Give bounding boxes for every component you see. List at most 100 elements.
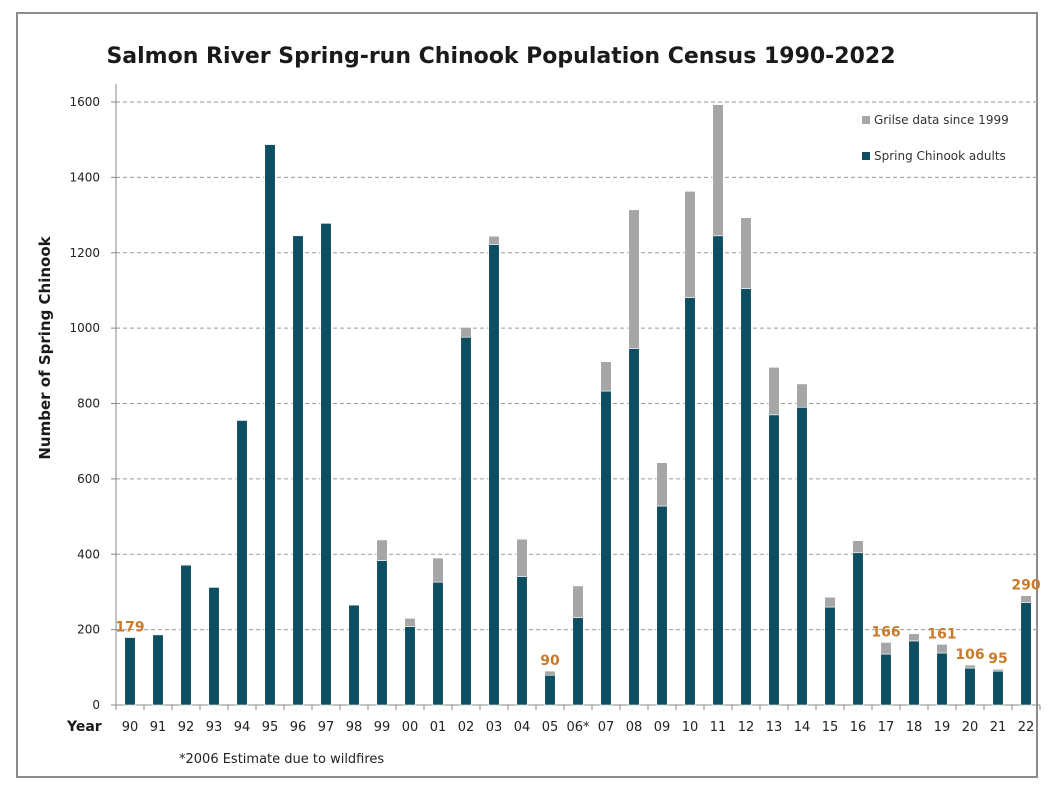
y-tick-label-1600: 1600: [69, 95, 100, 109]
bar-grilse-99: [376, 539, 388, 561]
bar-grilse-09: [656, 462, 668, 507]
y-tick-label-1000: 1000: [69, 321, 100, 335]
bar-adults-10: [684, 297, 696, 706]
x-tick-label-10: 10: [682, 720, 699, 735]
bar-grilse-08: [628, 209, 640, 349]
x-tick-label-07: 07: [598, 720, 615, 735]
bar-grilse-11: [712, 104, 724, 237]
x-tick-label-92: 92: [178, 720, 195, 735]
bar-grilse-21: [992, 668, 1004, 672]
bar-adults-14: [796, 406, 808, 706]
bar-grilse-17: [880, 642, 892, 655]
bar-grilse-12: [740, 217, 752, 289]
bar-adults-02: [460, 336, 472, 706]
x-tick-label-06: 06*: [566, 720, 590, 735]
bar-grilse-02: [460, 327, 472, 338]
bar-grilse-05: [544, 670, 556, 676]
x-tick-label-01: 01: [430, 720, 447, 735]
bar-grilse-06: [572, 585, 584, 618]
x-tick-label-95: 95: [262, 720, 279, 735]
bar-adults-00: [404, 626, 416, 706]
y-tick-label-600: 600: [77, 472, 100, 486]
bar-adults-22: [1020, 602, 1032, 706]
x-tick-label-96: 96: [290, 720, 307, 735]
bar-adults-03: [488, 244, 500, 706]
data-label-19: 161: [927, 626, 956, 642]
x-tick-label-17: 17: [878, 720, 895, 735]
legend-label-grilse: Grilse data since 1999: [874, 113, 1009, 127]
legend-swatch-adults: [862, 152, 870, 160]
bar-adults-99: [376, 560, 388, 706]
x-tick-label-99: 99: [374, 720, 391, 735]
x-tick-label-93: 93: [206, 720, 223, 735]
bar-adults-05: [544, 674, 556, 706]
x-tick-label-94: 94: [234, 720, 251, 735]
x-tick-label-14: 14: [794, 720, 811, 735]
bar-grilse-10: [684, 191, 696, 298]
x-tick-label-20: 20: [962, 720, 979, 735]
bar-grilse-20: [964, 664, 976, 669]
bar-adults-13: [768, 414, 780, 706]
bar-adults-01: [432, 581, 444, 706]
bar-grilse-16: [852, 540, 864, 554]
x-tick-label-22: 22: [1018, 720, 1035, 735]
legend-swatch-grilse: [862, 116, 870, 124]
bar-grilse-14: [796, 383, 808, 408]
x-tick-label-16: 16: [850, 720, 867, 735]
x-tick-label-00: 00: [402, 720, 419, 735]
bar-adults-96: [292, 235, 304, 706]
bar-grilse-19: [936, 644, 948, 654]
x-tick-label-21: 21: [990, 720, 1007, 735]
x-tick-label-12: 12: [738, 720, 755, 735]
x-tick-label-97: 97: [318, 720, 335, 735]
bar-adults-93: [208, 587, 220, 706]
bar-grilse-01: [432, 557, 444, 583]
data-label-05: 90: [540, 653, 560, 669]
x-tick-label-15: 15: [822, 720, 839, 735]
y-tick-label-1200: 1200: [69, 246, 100, 260]
x-tick-label-03: 03: [486, 720, 503, 735]
bar-adults-92: [180, 564, 192, 706]
data-label-20: 106: [955, 647, 984, 663]
x-tick-label-98: 98: [346, 720, 363, 735]
bar-adults-08: [628, 348, 640, 706]
y-tick-label-1400: 1400: [69, 170, 100, 184]
legend-label-adults: Spring Chinook adults: [874, 149, 1006, 163]
x-axis-label: Year: [67, 719, 102, 735]
x-tick-label-13: 13: [766, 720, 783, 735]
bar-grilse-04: [516, 538, 528, 577]
data-label-21: 95: [988, 651, 1007, 667]
bar-grilse-00: [404, 618, 416, 627]
bar-adults-91: [152, 634, 164, 706]
bar-adults-19: [936, 652, 948, 706]
bar-adults-21: [992, 670, 1004, 706]
data-label-22: 290: [1011, 578, 1040, 594]
bar-grilse-03: [488, 235, 500, 245]
chart-title: Salmon River Spring-run Chinook Populati…: [106, 44, 896, 69]
bar-adults-20: [964, 667, 976, 706]
bar-adults-16: [852, 552, 864, 706]
legend-item-grilse: Grilse data since 1999: [862, 113, 1009, 127]
x-tick-label-11: 11: [710, 720, 727, 735]
bar-adults-98: [348, 604, 360, 706]
x-tick-label-19: 19: [934, 720, 951, 735]
bar-adults-07: [600, 390, 612, 706]
bar-adults-90: [124, 637, 136, 706]
data-label-17: 166: [871, 624, 900, 640]
bar-adults-97: [320, 223, 332, 706]
x-tick-label-08: 08: [626, 720, 643, 735]
bar-grilse-22: [1020, 595, 1032, 603]
bar-adults-95: [264, 144, 276, 706]
bar-adults-11: [712, 235, 724, 706]
y-tick-label-400: 400: [77, 547, 100, 561]
bar-adults-06: [572, 617, 584, 706]
y-tick-label-200: 200: [77, 623, 100, 637]
bar-adults-04: [516, 576, 528, 706]
data-label-90: 179: [115, 620, 144, 636]
x-tick-label-18: 18: [906, 720, 923, 735]
y-tick-label-0: 0: [92, 698, 100, 712]
x-tick-label-09: 09: [654, 720, 671, 735]
bar-adults-15: [824, 606, 836, 706]
x-tick-label-90: 90: [122, 720, 139, 735]
